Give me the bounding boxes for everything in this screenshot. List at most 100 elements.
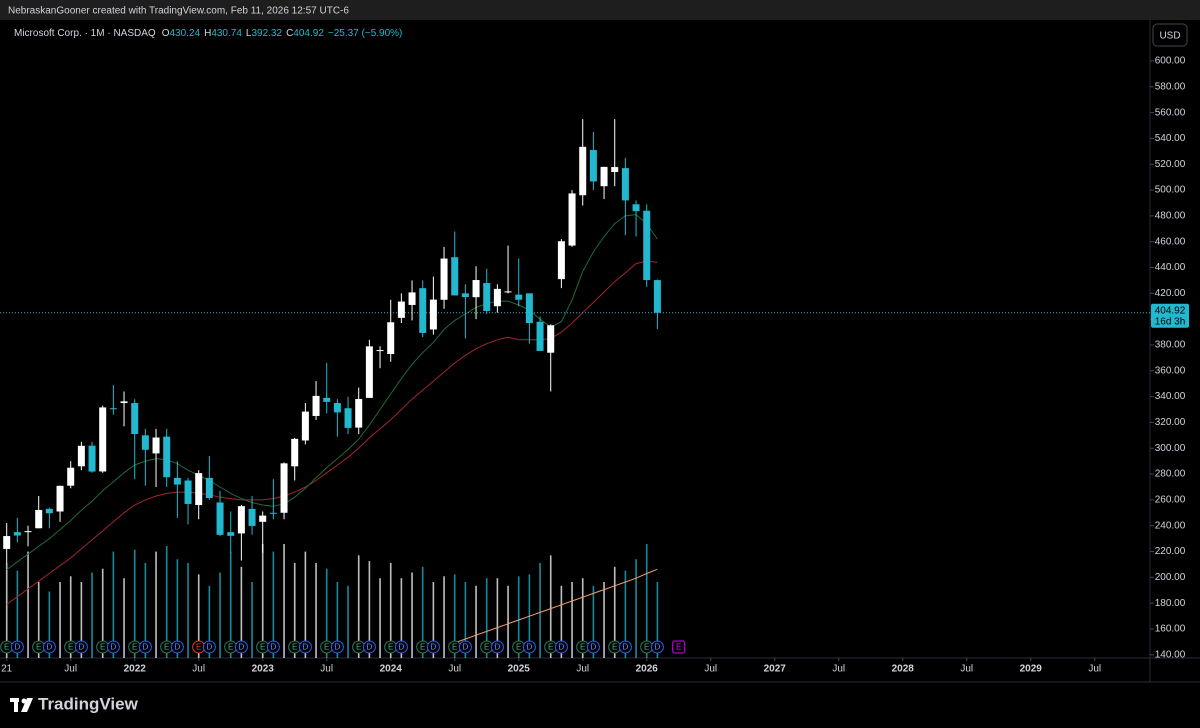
- y-tick-label: 180.00: [1155, 598, 1186, 609]
- y-tick-label: 420.00: [1155, 288, 1186, 299]
- candle-body: [568, 193, 576, 246]
- y-tick-label: 600.00: [1155, 56, 1186, 67]
- legend-prefix: H: [204, 28, 211, 39]
- x-tick-label: Jul: [64, 664, 77, 675]
- y-tick-label: 560.00: [1155, 107, 1186, 118]
- x-tick-label: Jul: [576, 664, 589, 675]
- candle-body: [557, 241, 565, 280]
- dividend-label: D: [398, 643, 404, 652]
- y-tick-label: 240.00: [1155, 520, 1186, 531]
- dividend-marker: [522, 640, 536, 654]
- candle-body: [13, 532, 21, 536]
- brand[interactable]: TradingView: [38, 694, 139, 713]
- dividend-marker: [298, 640, 312, 654]
- candle-body: [24, 531, 32, 533]
- dividend-marker: [618, 640, 632, 654]
- earnings-label: E: [452, 643, 457, 652]
- earnings-label: E: [612, 643, 617, 652]
- candle-body: [461, 293, 469, 298]
- candle-body: [355, 399, 363, 428]
- dividend-marker: [586, 640, 600, 654]
- dividend-marker: [554, 640, 568, 654]
- candle-body: [184, 480, 192, 504]
- x-tick-label: Jul: [704, 664, 717, 675]
- x-tick-label: 2026: [636, 664, 659, 675]
- earnings-label: E: [324, 643, 329, 652]
- candle-body: [408, 292, 416, 305]
- volume-bar: [389, 563, 392, 658]
- volume-bar: [443, 576, 445, 658]
- volume-bar: [613, 566, 616, 658]
- volume-bar: [69, 576, 72, 658]
- volume-bar: [517, 576, 520, 658]
- volume-bar: [357, 555, 360, 658]
- y-tick-label: 200.00: [1155, 572, 1186, 583]
- volume-bar: [571, 582, 573, 658]
- earnings-label: E: [260, 643, 265, 652]
- y-tick-label: 540.00: [1155, 133, 1186, 144]
- volume-bar: [421, 566, 424, 658]
- volume-bar: [549, 555, 552, 658]
- earnings-label: E: [356, 643, 361, 652]
- candle-body: [216, 502, 224, 535]
- candle-body: [472, 280, 480, 298]
- volume-bar: [165, 545, 168, 658]
- legend-change: −25.37 (−5.90%): [328, 28, 403, 39]
- currency-button[interactable]: [1152, 23, 1188, 47]
- volume-bar: [16, 570, 19, 658]
- dividend-label: D: [430, 643, 436, 652]
- candle-body: [600, 166, 608, 187]
- volume-bar: [197, 574, 200, 658]
- attribution: NebraskanGooner created with TradingView…: [8, 6, 349, 17]
- candle-body: [344, 408, 352, 428]
- candle-body: [67, 467, 75, 486]
- dividend-label: D: [142, 643, 148, 652]
- candle-body: [451, 257, 459, 296]
- volume-bar: [645, 544, 648, 658]
- volume-bar: [5, 563, 8, 658]
- candle-body: [483, 283, 491, 311]
- volume-bar: [27, 551, 29, 658]
- legend-prefix: L: [246, 28, 252, 39]
- candle-body: [195, 473, 203, 506]
- x-tick-label: 2025: [508, 664, 531, 675]
- countdown: 16d 3h: [1155, 316, 1186, 327]
- volume-bar: [325, 568, 328, 658]
- x-tick-label: 2027: [764, 664, 787, 675]
- x-tick-label: Jul: [1088, 664, 1101, 675]
- volume-bar: [112, 551, 115, 658]
- volume-bar: [560, 585, 563, 658]
- candle-body: [301, 411, 309, 441]
- volume-bar: [496, 578, 499, 658]
- earnings-label: E: [548, 643, 553, 652]
- candle-body: [515, 294, 523, 300]
- dividend-marker: [394, 640, 408, 654]
- candle-body: [579, 146, 587, 196]
- volume-bar: [336, 582, 339, 658]
- brand-logo[interactable]: [10, 698, 33, 712]
- volume-bar: [48, 591, 51, 658]
- currency[interactable]: USD: [1159, 31, 1180, 42]
- candle-body: [205, 477, 213, 498]
- candle-body: [99, 407, 107, 472]
- volume-bar: [80, 582, 83, 658]
- x-tick-label: Jul: [320, 664, 333, 675]
- dividend-label: D: [270, 643, 276, 652]
- dividend-marker: [202, 640, 216, 654]
- volume-bar: [293, 563, 296, 658]
- volume-bar: [251, 582, 253, 658]
- candle-body: [419, 288, 427, 333]
- legend-low: 392.32: [251, 28, 282, 39]
- volume-bar: [315, 563, 317, 658]
- volume-bar: [91, 572, 93, 658]
- candle-body: [131, 403, 139, 435]
- y-tick-label: 380.00: [1155, 340, 1186, 351]
- last-price-tag: [1151, 303, 1189, 328]
- candle-body: [152, 437, 160, 454]
- candle-body: [632, 204, 640, 212]
- volume-bar: [507, 585, 509, 658]
- y-tick-label: 460.00: [1155, 236, 1186, 247]
- x-tick-label: 2029: [1020, 664, 1043, 675]
- dividend-marker: [490, 640, 504, 654]
